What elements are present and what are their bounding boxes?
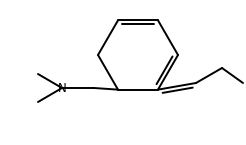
Text: N: N (58, 81, 66, 95)
